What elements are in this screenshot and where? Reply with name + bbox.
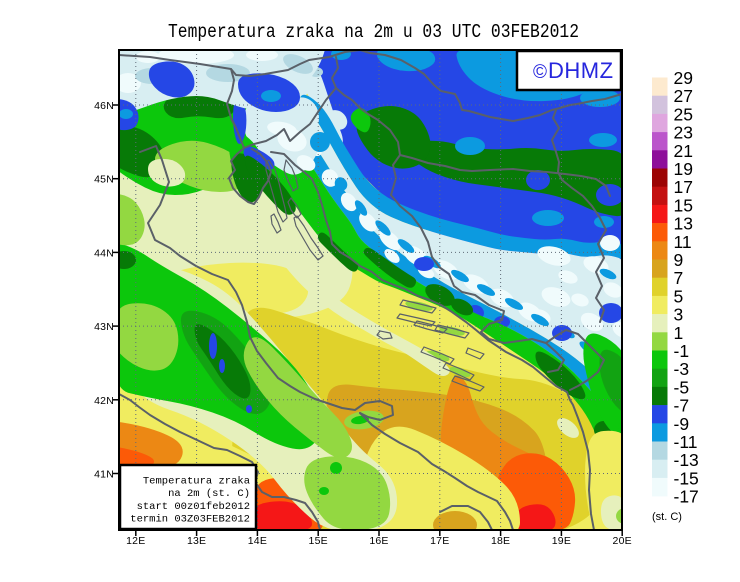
svg-text:Temperatura zraka: Temperatura zraka (143, 476, 250, 488)
svg-text:18E: 18E (491, 535, 510, 547)
svg-text:45N: 45N (94, 174, 114, 186)
svg-text:-17: -17 (674, 487, 699, 507)
svg-text:3: 3 (674, 305, 684, 325)
svg-text:-7: -7 (674, 396, 690, 416)
svg-text:43N: 43N (94, 321, 114, 333)
svg-text:termin 03Z03FEB2012: termin 03Z03FEB2012 (130, 514, 250, 526)
svg-text:start 00z01feb2012: start 00z01feb2012 (137, 501, 250, 513)
svg-text:-11: -11 (674, 432, 698, 452)
svg-text:na 2m (st. C): na 2m (st. C) (168, 488, 250, 500)
svg-text:-3: -3 (674, 359, 690, 379)
svg-text:12E: 12E (126, 535, 145, 547)
svg-text:15E: 15E (309, 535, 328, 547)
svg-text:-1: -1 (674, 341, 690, 361)
svg-text:25: 25 (674, 104, 693, 124)
svg-text:©: © (533, 62, 547, 83)
svg-text:17E: 17E (430, 535, 449, 547)
svg-text:17: 17 (674, 177, 693, 197)
svg-text:27: 27 (674, 86, 693, 106)
svg-text:19E: 19E (552, 535, 571, 547)
svg-text:5: 5 (674, 286, 684, 306)
svg-text:9: 9 (674, 250, 684, 270)
svg-text:42N: 42N (94, 395, 114, 407)
svg-text:44N: 44N (94, 247, 114, 259)
svg-text:41N: 41N (94, 469, 114, 481)
svg-text:20E: 20E (613, 535, 632, 547)
svg-text:-5: -5 (674, 377, 690, 397)
svg-text:13: 13 (674, 214, 693, 234)
svg-text:29: 29 (674, 68, 693, 88)
svg-text:13E: 13E (187, 535, 206, 547)
svg-text:19: 19 (674, 159, 693, 179)
svg-text:21: 21 (674, 141, 693, 161)
svg-text:15: 15 (674, 195, 693, 215)
svg-text:DHMZ: DHMZ (548, 58, 614, 83)
svg-text:46N: 46N (94, 100, 114, 112)
svg-text:11: 11 (674, 232, 692, 252)
svg-text:1: 1 (674, 323, 684, 343)
svg-text:7: 7 (674, 268, 684, 288)
svg-text:Temperatura zraka na 2m u 03 U: Temperatura zraka na 2m u 03 UTC 03FEB20… (168, 21, 579, 43)
svg-text:23: 23 (674, 123, 693, 143)
svg-text:-9: -9 (674, 414, 690, 434)
svg-text:-15: -15 (674, 468, 699, 488)
svg-text:16E: 16E (369, 535, 388, 547)
svg-text:-13: -13 (674, 450, 699, 470)
svg-text:(st. C): (st. C) (652, 511, 682, 523)
svg-text:14E: 14E (248, 535, 267, 547)
